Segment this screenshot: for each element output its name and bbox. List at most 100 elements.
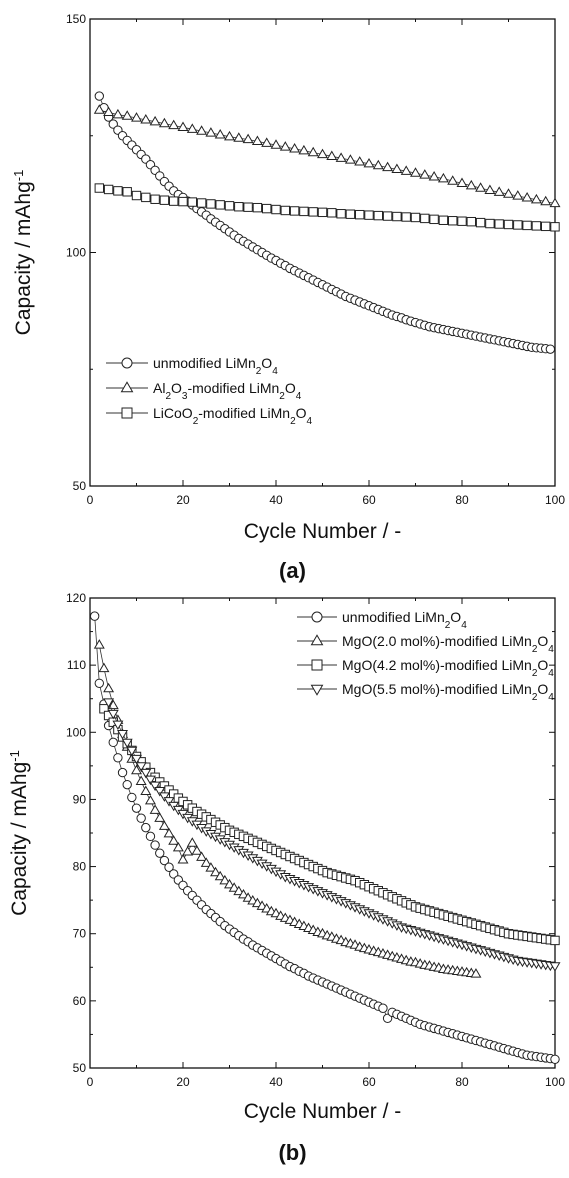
data-point [522, 220, 532, 231]
data-point [94, 183, 104, 193]
y-tick-label: 70 [73, 927, 87, 941]
data-point [168, 835, 180, 845]
data-point [391, 163, 403, 174]
data-point [243, 202, 253, 212]
legend-label: unmodified LiMn2O4 [153, 355, 278, 377]
x-tick-label: 0 [87, 1075, 94, 1089]
data-point [327, 208, 337, 218]
data-point [485, 218, 495, 229]
panel-label: (b) [278, 1140, 306, 1165]
data-point [364, 210, 374, 220]
data-point [107, 699, 119, 710]
data-point [493, 186, 505, 196]
data-point [549, 962, 561, 972]
data-point [503, 188, 514, 198]
data-point [512, 190, 524, 200]
series-0 [94, 91, 556, 354]
data-point [401, 212, 411, 222]
data-point [103, 682, 115, 693]
data-point [150, 194, 160, 204]
data-point [382, 161, 394, 172]
x-axis-label: Cycle Number / - [244, 1100, 402, 1123]
data-point [98, 662, 110, 673]
data-point [317, 148, 328, 159]
data-point [196, 125, 208, 135]
data-point [94, 91, 105, 101]
data-point [196, 198, 207, 208]
data-point [117, 767, 128, 778]
data-point [149, 115, 161, 126]
data-point [168, 119, 180, 130]
data-point [438, 215, 449, 225]
x-tick-label: 40 [269, 1075, 283, 1089]
legend-marker [310, 684, 324, 696]
data-point [420, 213, 430, 224]
legend-label: Al2O3-modified LiMn2O4 [153, 380, 302, 402]
data-point [140, 114, 152, 124]
data-point [169, 196, 179, 206]
data-point [540, 195, 552, 206]
legend-marker [121, 357, 133, 369]
data-point [224, 130, 235, 141]
data-point [279, 141, 291, 151]
y-tick-label: 110 [67, 658, 86, 672]
data-point [447, 175, 459, 185]
data-point [131, 190, 142, 201]
data-point [429, 214, 439, 225]
data-point [205, 127, 217, 137]
y-tick-label: 50 [73, 479, 87, 493]
data-point [550, 1054, 560, 1064]
legend-marker [311, 659, 323, 671]
data-point [378, 1003, 388, 1013]
data-point [456, 177, 468, 188]
data-point [136, 813, 146, 823]
data-point [107, 709, 119, 720]
data-point [154, 787, 166, 797]
data-point [164, 862, 174, 872]
data-point [177, 854, 189, 864]
data-point [382, 211, 393, 221]
data-point [503, 219, 514, 230]
y-axis-label: Capacity / mAhg-1 [11, 170, 36, 336]
data-point [234, 202, 244, 212]
data-point [326, 150, 338, 160]
data-point [135, 775, 147, 785]
data-point [172, 841, 184, 852]
data-point [159, 855, 170, 866]
data-point [261, 137, 273, 147]
legend-label: LiCoO2-modified LiMn2O4 [153, 405, 313, 427]
data-point [131, 112, 142, 122]
data-point [448, 216, 458, 226]
data-point [541, 221, 551, 232]
data-point [466, 216, 477, 227]
data-point [262, 203, 272, 214]
data-point [103, 698, 115, 708]
data-point [141, 192, 151, 203]
x-axis-label: Cycle Number / - [244, 520, 402, 543]
data-point [289, 142, 301, 153]
y-tick-label: 100 [66, 725, 86, 739]
data-point [428, 171, 440, 181]
series-2 [94, 183, 560, 232]
data-point [252, 202, 263, 213]
data-point [187, 197, 198, 207]
data-point [233, 132, 245, 142]
data-point [237, 888, 249, 899]
legend-label: MgO(2.0 mol%)-modified LiMn2O4 [342, 633, 554, 655]
x-tick-label: 20 [176, 1075, 190, 1089]
data-point [335, 152, 347, 162]
data-point [344, 154, 356, 164]
legend: unmodified LiMn2O4 Al2O3-modified LiMn2O4… [106, 355, 313, 427]
data-point [121, 110, 133, 120]
data-point [308, 207, 318, 217]
data-point [336, 209, 346, 219]
data-point [363, 157, 375, 168]
data-point [550, 222, 560, 232]
legend-marker [310, 634, 324, 646]
data-point [392, 211, 402, 222]
data-point [299, 206, 309, 217]
data-point [531, 221, 542, 231]
data-point [140, 768, 152, 779]
x-tick-label: 80 [455, 493, 469, 507]
data-point [205, 862, 217, 872]
